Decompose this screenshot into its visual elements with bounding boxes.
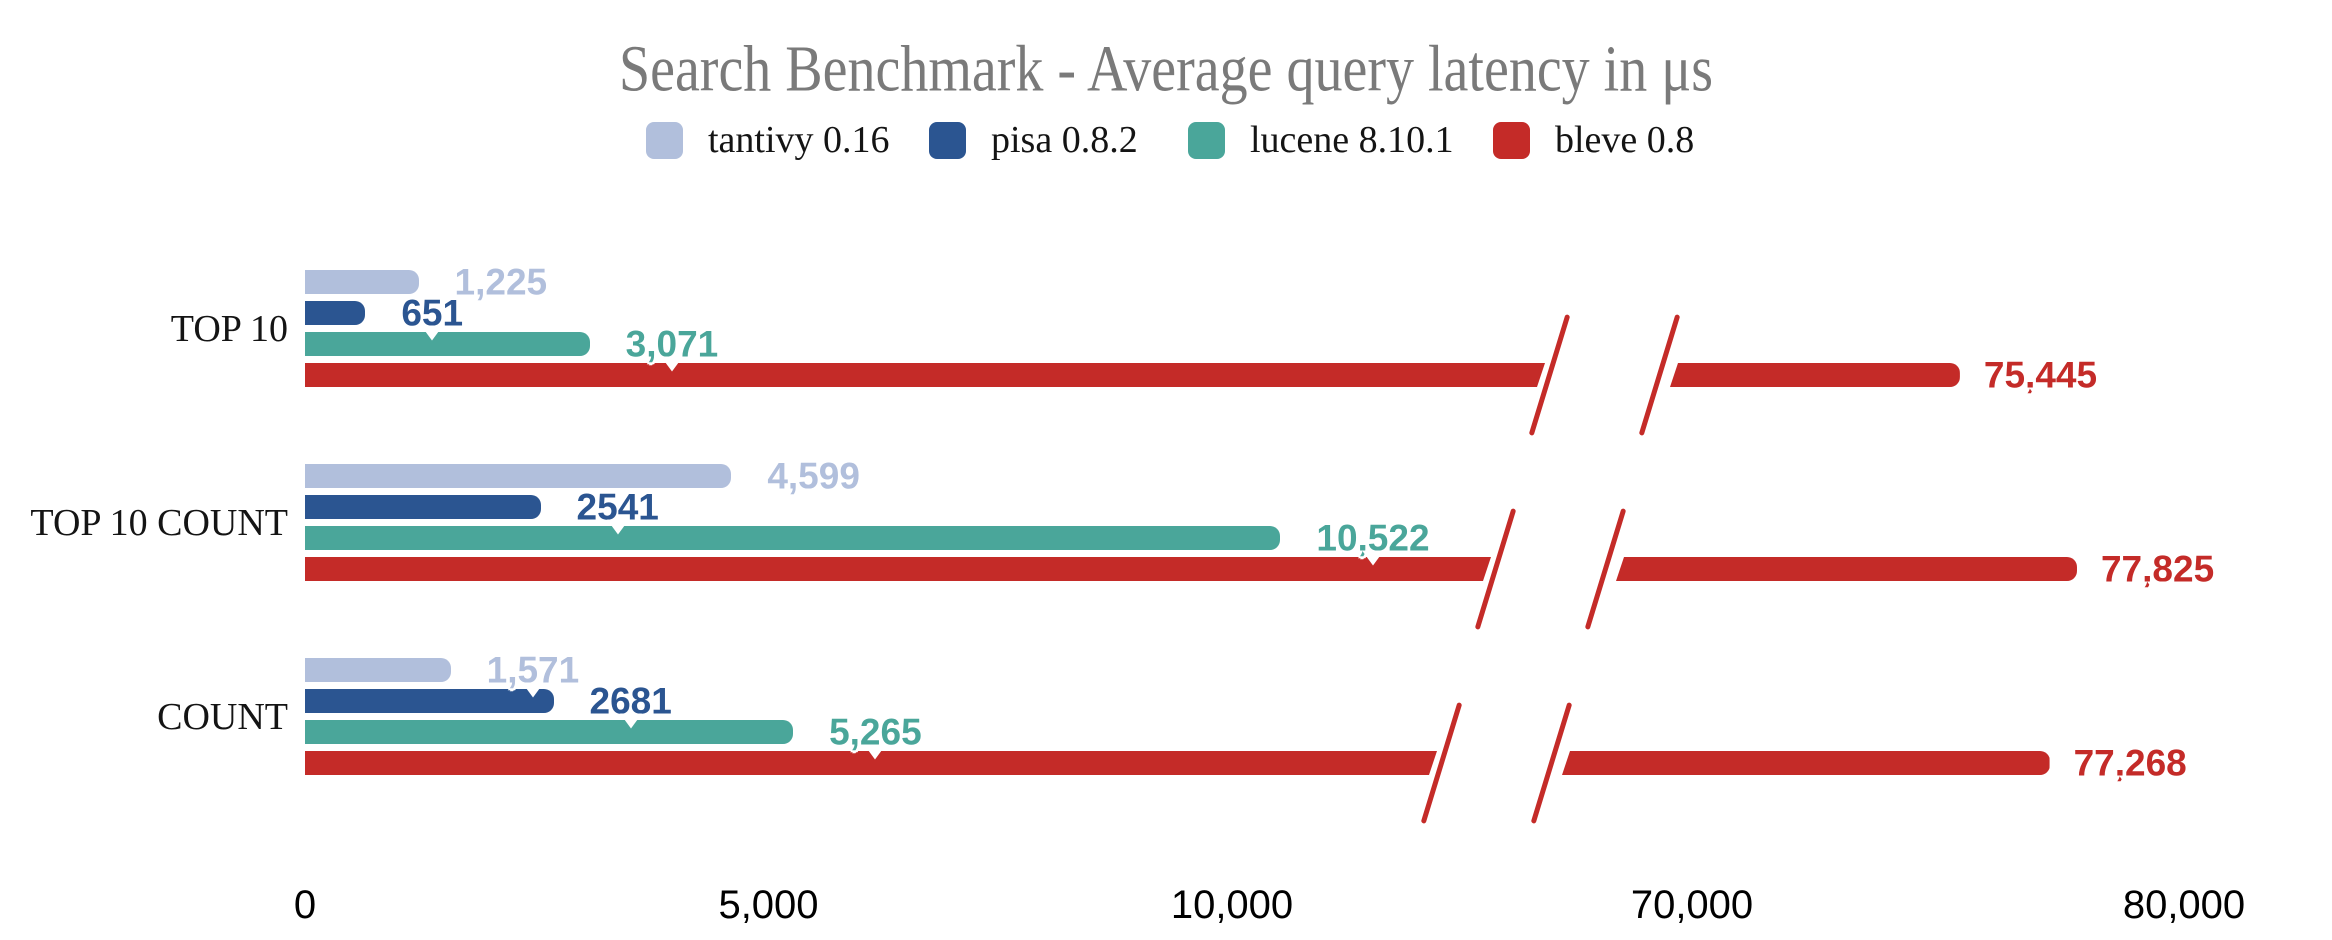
value-label-tail-icon <box>2146 581 2169 597</box>
bar-count-bleve-0-8-segment-right <box>1562 751 2050 775</box>
bar-top-10-count-bleve-0-8-segment-right <box>1616 557 2077 581</box>
legend-label: lucene 8.10.1 <box>1250 119 1454 161</box>
value-label-bar-top-10-count-tantivy-0-16: 4,599 <box>767 458 860 504</box>
bar-top-10-lucene-8-10-1 <box>305 332 590 356</box>
legend-swatch-pisa-0-8-2-icon <box>929 121 966 159</box>
x-tick-70-000: 70,000 <box>1630 883 1754 927</box>
bar-count-lucene-8-10-1 <box>305 720 794 744</box>
value-label-tail-icon <box>660 356 683 372</box>
x-tick-0: 0 <box>293 883 317 927</box>
value-label-tail-icon <box>606 519 629 535</box>
legend-item-bleve-0-8: bleve 0.8 <box>1493 120 1694 160</box>
value-label-bar-count-pisa-0-8-2: 2681 <box>590 683 672 729</box>
value-label-bar-top-10-lucene-8-10-1: 3,071 <box>626 326 718 372</box>
legend-swatch-lucene-8-10-1-icon <box>1188 121 1225 159</box>
bar-top-10-tantivy-0-16 <box>305 270 419 294</box>
value-label-tail-icon <box>864 744 887 760</box>
legend-label: bleve 0.8 <box>1555 119 1695 161</box>
value-label-bar-top-10-bleve-0-8: 75,445 <box>1984 357 2097 403</box>
value-label-tail-icon <box>489 294 512 310</box>
value-label-bar-top-10-tantivy-0-16: 1,225 <box>455 264 547 310</box>
value-label-tail-icon <box>421 325 444 341</box>
bar-top-10-pisa-0-8-2 <box>305 301 366 325</box>
legend-item-lucene-8-10-1: lucene 8.10.1 <box>1188 120 1454 160</box>
value-label-bar-top-10-count-lucene-8-10-1: 10,522 <box>1316 520 1430 566</box>
bar-top-10-count-lucene-8-10-1 <box>305 526 1281 550</box>
bar-top-10-bleve-0-8-segment-left <box>305 363 1545 387</box>
value-label-tail-icon <box>802 488 825 504</box>
value-label-bar-top-10-pisa-0-8-2: 651 <box>401 295 463 341</box>
legend-item-tantivy-0-16: tantivy 0.16 <box>646 120 890 160</box>
value-label-bar-count-bleve-0-8: 77,268 <box>2074 745 2187 791</box>
legend-label: tantivy 0.16 <box>708 119 890 161</box>
chart-title: Search Benchmark - Average query latency… <box>618 32 1714 107</box>
legend-swatch-bleve-0-8-icon <box>1493 121 1530 159</box>
bar-top-10-count-tantivy-0-16 <box>305 464 732 488</box>
value-label-bar-top-10-count-bleve-0-8: 77,825 <box>2101 551 2214 597</box>
value-label-tail-icon <box>2029 387 2052 403</box>
category-label-top-10-count: TOP 10 COUNT <box>30 501 288 544</box>
value-label-tail-icon <box>521 682 544 698</box>
bar-count-tantivy-0-16 <box>305 658 451 682</box>
x-tick-80-000: 80,000 <box>2122 883 2246 927</box>
bar-top-10-count-bleve-0-8-segment-left <box>305 557 1491 581</box>
value-label-bar-count-lucene-8-10-1: 5,265 <box>829 714 922 760</box>
value-label-bar-count-tantivy-0-16: 1,571 <box>487 652 579 698</box>
legend-swatch-tantivy-0-16-icon <box>646 121 683 159</box>
value-label-tail-icon <box>1361 550 1384 566</box>
x-tick-10-000: 10,000 <box>1170 883 1294 927</box>
category-label-count: COUNT <box>157 695 288 738</box>
category-label-top-10: TOP 10 <box>170 307 288 350</box>
legend-item-pisa-0-8-2: pisa 0.8.2 <box>929 120 1138 160</box>
bar-top-10-count-pisa-0-8-2 <box>305 495 541 519</box>
chart-legend: tantivy 0.16 pisa 0.8.2 lucene 8.10.1 bleve… <box>0 120 2332 164</box>
bar-count-pisa-0-8-2 <box>305 689 554 713</box>
legend-label: pisa 0.8.2 <box>991 119 1138 161</box>
bar-top-10-bleve-0-8-segment-right <box>1670 363 1960 387</box>
x-tick-5-000: 5,000 <box>718 883 819 927</box>
value-label-tail-icon <box>2119 775 2142 791</box>
value-label-bar-top-10-count-pisa-0-8-2: 2541 <box>577 489 659 535</box>
value-label-tail-icon <box>619 713 642 729</box>
